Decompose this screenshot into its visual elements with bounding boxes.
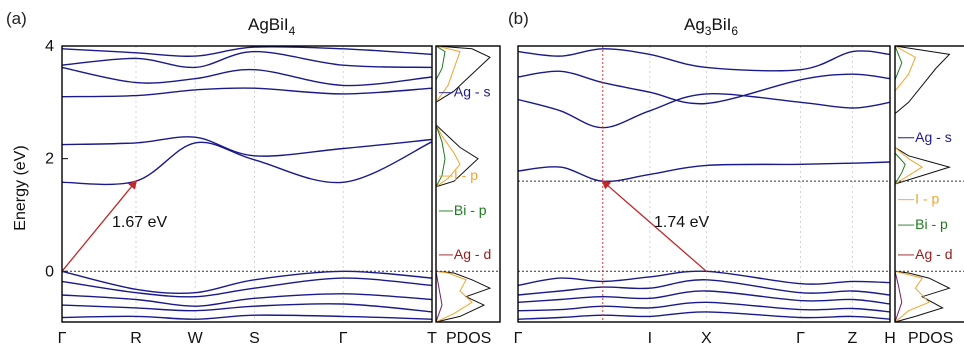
panel-b-pdos: [894, 45, 952, 323]
band-line: [61, 293, 433, 307]
panel-a-pdos-axis-label: PDOS: [446, 330, 491, 347]
panel-a-y-ticks: 0 2 4: [45, 38, 68, 280]
panel-b-k-grid: [649, 46, 853, 322]
y-axis-label: Energy (eV): [12, 145, 29, 230]
panel-b-bands: [517, 48, 891, 320]
panel-a-title: AgBiI4: [248, 15, 296, 38]
band-line: [61, 136, 433, 157]
panel-a-gap-arrow: [61, 179, 138, 272]
pdos-orbital-label: I - p: [915, 191, 939, 207]
pdos-curve-black: [435, 45, 492, 323]
pdos-curve-orange: [435, 45, 473, 323]
pdos-curve-orange: [894, 45, 930, 323]
k-point-label: R: [130, 330, 142, 347]
band-line: [61, 314, 433, 320]
pdos-orbital-label: Ag - s: [915, 129, 952, 145]
panel-a-frame: [61, 45, 433, 323]
band-line: [517, 279, 891, 296]
k-point-label: Z: [847, 330, 857, 347]
band-line: [61, 277, 433, 298]
panel-b-title-sub2: 6: [731, 24, 738, 38]
gap-arrow-line: [61, 179, 138, 272]
panel-b-title-mid: BiI: [711, 15, 731, 34]
band-line: [517, 48, 891, 72]
k-point-label: H: [884, 330, 896, 347]
band-line: [61, 141, 433, 186]
k-point-label: Γ: [796, 330, 805, 347]
panel-b-pdos-labels: Ag - s I - p Bi - p Ag - d: [898, 129, 953, 262]
panel-b-pdos-frame: [894, 45, 964, 323]
k-point-label: S: [249, 330, 260, 347]
pdos-curve-purple: [435, 271, 443, 323]
panel-a-bands: [61, 46, 433, 320]
panel-b-frame: [517, 45, 891, 323]
pdos-orbital-label: Bi - p: [454, 202, 487, 218]
panel-a-title-sub: 4: [289, 24, 296, 38]
band-line: [61, 270, 433, 295]
k-point-label: T: [427, 330, 437, 347]
band-line: [517, 93, 891, 129]
k-point-label: W: [188, 330, 204, 347]
band-line: [517, 161, 891, 183]
panel-b-title: Ag3BiI6: [684, 15, 738, 38]
panel-b-gap-label: 1.74 eV: [654, 214, 709, 231]
panel-b-gap-arrow: [601, 179, 707, 272]
pdos-curve-green: [435, 45, 446, 188]
panel-a-pdos-frame: [435, 45, 501, 323]
band-line: [61, 303, 433, 313]
band-line: [517, 270, 891, 287]
pdos-curve-purple: [894, 271, 903, 323]
pdos-orbital-label: Bi - p: [915, 216, 948, 232]
panel-a-label: (a): [6, 9, 27, 28]
panel-b: (b) Ag3BiI6 1.74 eV Γ I X Γ Z H Ag - s I - p Bi…: [508, 9, 964, 347]
panel-a-k-grid: [135, 46, 344, 322]
pdos-orbital-label: Ag - d: [915, 246, 952, 262]
band-line: [517, 70, 891, 105]
pdos-orbital-label: Ag - d: [454, 246, 491, 262]
y-tick-label: 0: [45, 263, 54, 280]
band-line: [517, 301, 891, 313]
pdos-orbital-label: Ag - s: [454, 84, 491, 100]
y-tick-label: 2: [45, 151, 54, 168]
k-point-label: Γ: [514, 330, 523, 347]
panel-b-pdos-axis-label: PDOS: [908, 330, 953, 347]
panel-a-gap-label: 1.67 eV: [112, 214, 167, 231]
k-point-label: Γ: [339, 330, 348, 347]
gap-arrow-line: [601, 179, 707, 272]
y-tick-label: 4: [45, 38, 54, 55]
k-point-label: Γ: [58, 330, 67, 347]
pdos-curve-black: [894, 45, 952, 323]
band-line: [517, 290, 891, 305]
panel-b-label: (b): [508, 9, 529, 28]
band-line: [517, 311, 891, 320]
band-line: [61, 87, 433, 98]
panel-a-pdos-labels: Ag - s I - p Bi - p Ag - d: [439, 84, 491, 262]
pdos-orbital-label: I - p: [454, 167, 478, 183]
band-line: [61, 50, 433, 69]
k-point-label: X: [701, 330, 712, 347]
panel-b-title-sub: 3: [705, 24, 712, 38]
k-point-label: I: [648, 330, 652, 347]
panel-b-title-base: Ag: [684, 15, 705, 34]
pdos-curve-green: [894, 45, 906, 185]
band-line: [61, 46, 433, 57]
band-line: [61, 66, 433, 87]
panel-a-title-base: AgBiI: [248, 15, 289, 34]
